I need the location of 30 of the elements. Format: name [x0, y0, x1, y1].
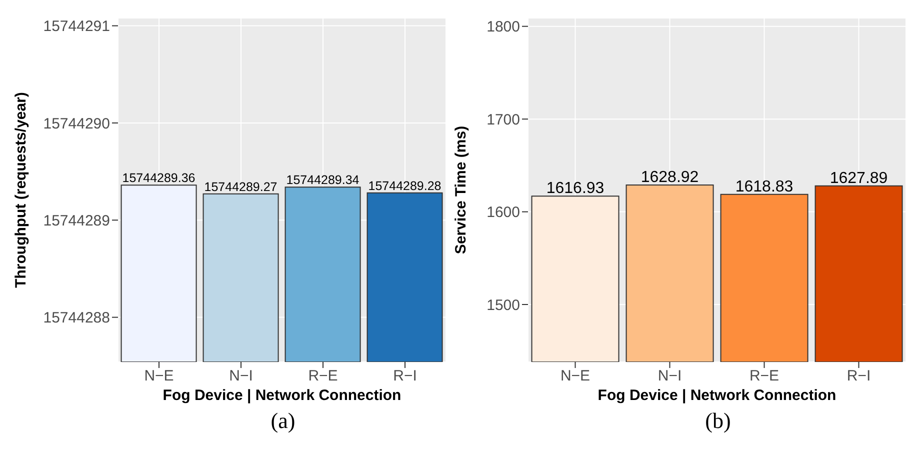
x-axis-title: Fog Device | Network Connection [162, 387, 402, 404]
x-tick-label: N−E [560, 368, 590, 385]
x-tick-label: N−I [658, 368, 682, 385]
y-tick-label: 15744291 [43, 18, 110, 36]
data-label: 15744289.36 [122, 171, 196, 186]
x-tick-label: R−E [749, 368, 780, 385]
y-tick-label: 1800 [486, 18, 520, 36]
y-tick-label: 15744289 [43, 212, 110, 230]
data-label: 1627.89 [830, 170, 888, 187]
data-label: 15744289.34 [286, 173, 360, 188]
data-label: 1616.93 [546, 180, 604, 198]
y-tick-label: 1500 [486, 296, 520, 314]
data-label: 15744289.27 [204, 180, 278, 194]
text: (b) [704, 408, 732, 434]
y-tick-label: 1700 [486, 111, 520, 128]
y-axis-title: Service Time (ms) [452, 126, 470, 254]
x-tick-label: N−E [144, 368, 174, 385]
data-label: 1628.92 [640, 168, 699, 186]
data-label: 1618.83 [735, 178, 794, 196]
data-label: 15744289.28 [368, 178, 442, 193]
x-tick-label: N−I [229, 368, 253, 385]
y-tick-label: 15744288 [43, 310, 110, 327]
y-tick-label: 15744290 [43, 115, 110, 132]
x-axis-title: Fog Device | Network Connection [598, 387, 836, 404]
y-tick-label: 1600 [486, 204, 520, 222]
x-tick-label: R−E [308, 368, 338, 385]
x-tick-label: R−I [393, 368, 417, 385]
text: (a) [270, 408, 296, 434]
y-axis-title: Throughput (requests/year) [12, 92, 30, 288]
x-tick-label: R−I [846, 368, 871, 385]
